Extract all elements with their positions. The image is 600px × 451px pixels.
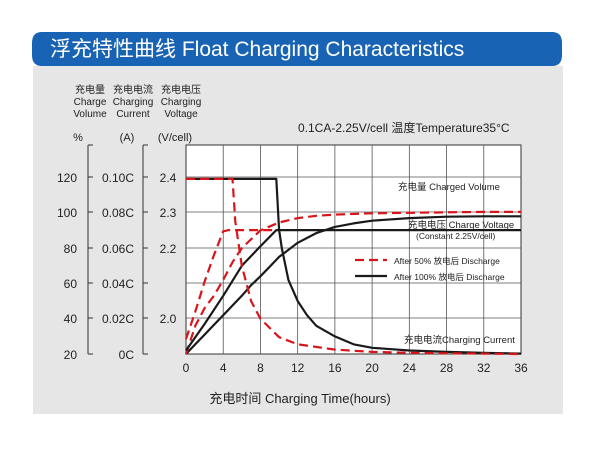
voltage-curve-sublabel: (Constant 2.25V/cell) <box>416 231 496 241</box>
current-axis-unit: (A) <box>120 132 135 144</box>
volume-tick-label: 80 <box>64 242 78 256</box>
current-curve-label: 充电电流Charging Current <box>404 334 515 346</box>
voltage-tick-label: 2.0 <box>160 312 177 326</box>
volume-axis-header: Volume <box>73 109 107 120</box>
test-condition: 0.1CA-2.25V/cell 温度Temperature35°C <box>298 120 510 135</box>
voltage-tick-label: 2.2 <box>160 242 177 256</box>
x-tick-label: 36 <box>514 361 528 375</box>
banner-shape <box>32 32 562 82</box>
voltage-axis-header: Charging <box>161 97 202 108</box>
title-banner: 浮充特性曲线 Float Charging Characteristics <box>32 32 562 82</box>
volume-tick-label: 120 <box>57 171 77 185</box>
voltage-axis-header: Voltage <box>164 109 198 120</box>
x-tick-label: 20 <box>365 361 379 375</box>
x-tick-label: 24 <box>403 361 417 375</box>
current-tick-label: 0.04C <box>102 277 134 291</box>
voltage-curve-label: 充电电压 Charge Voltage <box>408 219 514 231</box>
current-curve-after-50 <box>186 177 522 356</box>
voltage-tick-label: 2.3 <box>160 206 177 220</box>
chart-title: 浮充特性曲线 Float Charging Characteristics <box>50 38 464 61</box>
voltage-axis-header: 充电电压 <box>161 83 201 96</box>
volume-curve-after-50 <box>184 210 521 355</box>
voltage-curve-after-50 <box>184 229 276 340</box>
x-tick-label: 32 <box>477 361 491 375</box>
current-tick-label: 0.06C <box>102 242 134 256</box>
current-tick-label: 0.02C <box>102 312 134 326</box>
volume-axis-header: Charge <box>74 97 107 108</box>
volume-axis-header: 充电量 <box>75 83 105 96</box>
x-tick-label: 16 <box>328 361 342 375</box>
voltage-tick-label: 2.4 <box>160 171 177 185</box>
current-axis-header: Current <box>116 109 150 120</box>
current-tick-label: 0.08C <box>102 206 134 220</box>
current-tick-label: 0C <box>119 348 135 362</box>
x-tick-label: 12 <box>291 361 305 375</box>
current-tick-label: 0.10C <box>102 171 134 185</box>
current-axis-header: 充电电流 <box>113 83 153 96</box>
current-axis-header: Charging <box>113 97 154 108</box>
x-tick-label: 28 <box>440 361 454 375</box>
volume-tick-label: 100 <box>57 206 77 220</box>
volume-curve-label: 充电量 Charged Volume <box>398 181 500 193</box>
volume-curve-after-100 <box>185 215 521 355</box>
voltage-axis-unit: (V/cell) <box>158 132 192 144</box>
volume-axis-unit: % <box>73 132 83 144</box>
volume-tick-label: 20 <box>64 348 78 362</box>
x-tick-label: 0 <box>183 361 190 375</box>
x-axis-label: 充电时间 Charging Time(hours) <box>209 391 390 406</box>
legend-label-after-50: After 50% 放电后 Discharge <box>394 256 500 266</box>
x-tick-label: 8 <box>257 361 264 375</box>
x-tick-label: 4 <box>220 361 227 375</box>
legend-label-after-100: After 100% 放电后 Discharge <box>394 272 505 282</box>
volume-tick-label: 60 <box>64 277 78 291</box>
volume-tick-label: 40 <box>64 312 78 326</box>
plot-area <box>185 144 522 355</box>
